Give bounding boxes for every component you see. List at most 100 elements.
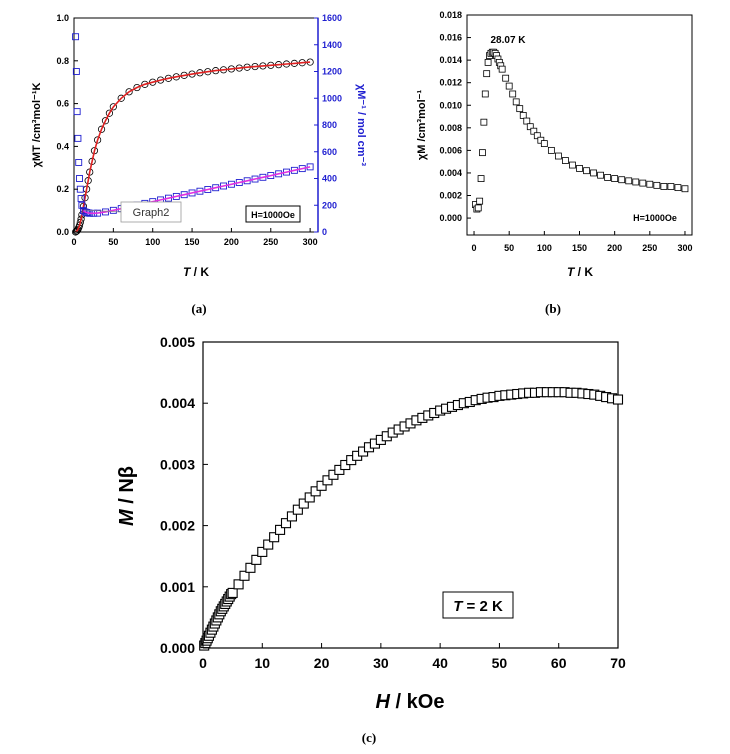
panel-a-callout: Graph2 <box>133 207 170 219</box>
panel-c-y-tick-label: 0.003 <box>160 456 195 472</box>
panel-a-chiT-point <box>109 103 117 111</box>
panel-a-chiT-point <box>125 88 133 96</box>
panel-c-y-tick-label: 0.004 <box>160 395 195 411</box>
panel-b-y-tick-label: 0.002 <box>439 191 462 201</box>
panel-c-y-tick-label: 0.001 <box>160 579 195 595</box>
panel-b-point <box>646 180 654 188</box>
panel-c-marks <box>199 387 624 651</box>
panel-b-point <box>660 183 668 190</box>
panel-a-marks <box>71 33 314 236</box>
panel-b-point <box>519 112 527 119</box>
panel-b-point <box>533 132 541 140</box>
panel-a-right-y-tick-label: 1600 <box>322 13 342 23</box>
panel-a-x-tick-label: 100 <box>145 237 160 247</box>
panel-b-point <box>562 157 569 164</box>
panel-a-invchi-fit-line <box>82 166 311 215</box>
panel-b-point <box>590 169 597 177</box>
panel-b-x-axis-title-unit: / K <box>574 265 593 279</box>
panel-b-point <box>483 70 491 78</box>
panel-b-y-ticks: 0.000 0.002 0.004 0.006 0.008 0.010 0.012 0.014… <box>439 10 471 223</box>
panel-a-chiT-point <box>97 125 106 133</box>
panel-a-left-y-tick-label: 0.6 <box>56 99 69 109</box>
panel-c-x-tick-label: 10 <box>254 655 270 671</box>
panel-a-invchi-point <box>72 68 80 75</box>
panel-c-point <box>233 579 244 590</box>
panel-b-x-tick-label: 0 <box>472 243 477 253</box>
panel-b-point <box>484 58 492 66</box>
panel-a-x-tick-label: 50 <box>108 237 118 247</box>
panel-b-point <box>526 123 534 131</box>
panel-a-right-y-ticks: 0 200 400 600 800 1000 1200 1400 1600 <box>314 13 342 237</box>
panel-b-point <box>479 149 486 157</box>
panel-b-point <box>632 178 640 186</box>
panel-b-point <box>569 161 576 169</box>
panel-a-chiT-point <box>141 80 149 88</box>
panel-c-y-tick-label: 0.000 <box>160 640 195 656</box>
panel-b-point <box>476 197 484 205</box>
panel-a-invchi-point <box>74 134 82 142</box>
panel-b-point <box>540 140 548 148</box>
panel-c-label: (c) <box>362 730 376 745</box>
panel-b-point <box>674 184 682 192</box>
panel-a-left-y-tick-label: 1.0 <box>56 13 69 23</box>
panel-b-x-tick-label: 150 <box>572 243 587 253</box>
panel-b-point <box>481 90 489 98</box>
panel-b-point <box>583 167 590 175</box>
panel-c-point <box>322 475 333 486</box>
panel-b-y-axis-title: χM /cm³mol⁻¹ <box>416 90 428 161</box>
panel-a-x-tick-label: 300 <box>303 237 318 247</box>
panel-b-y-tick-label: 0.016 <box>439 33 462 43</box>
panel-a-invchi-point <box>76 185 84 193</box>
panel-a-right-y-tick-label: 0 <box>322 227 327 237</box>
panel-b-point <box>597 171 604 179</box>
panel-b-point <box>576 165 583 172</box>
panel-b-x-tick-label: 300 <box>677 243 692 253</box>
panel-c-y-axis-title-var: M <box>116 508 138 526</box>
panel-b-x-tick-label: 50 <box>504 243 514 253</box>
panel-a-left-y-ticks: 0.0 0.2 0.4 0.6 0.8 1.0 <box>56 13 78 237</box>
panel-a-invchi-point <box>77 195 85 203</box>
panel-a-annotation-box <box>245 205 301 223</box>
panel-b-point <box>498 65 506 73</box>
panel-c-x-ticks: 0 10 20 30 40 50 60 70 <box>199 643 626 671</box>
panel-c-x-tick-label: 20 <box>314 655 330 671</box>
panel-b-point <box>523 117 531 125</box>
panel-a-chiT-point <box>72 227 80 235</box>
panel-c-x-axis-title-var: H <box>376 691 391 713</box>
panel-a-chart: 0 50 100 150 200 250 300 0.0 0.2 0.4 0.6 0.8 1.0 0 2… <box>31 13 367 279</box>
panel-c-y-tick-label: 0.005 <box>160 334 195 350</box>
panel-c-legend-value: = 2 K <box>462 598 503 615</box>
panel-a-invchi-point <box>75 158 83 166</box>
panel-a-x-tick-label: 200 <box>224 237 239 247</box>
panel-c-x-axis-title: H / kOe <box>376 691 445 713</box>
panel-b-y-tick-label: 0.012 <box>439 78 462 88</box>
panel-b-point <box>653 181 661 189</box>
panel-a-left-y-tick-label: 0.2 <box>56 184 69 194</box>
panel-b-point <box>611 175 619 182</box>
panel-a-invchi-point <box>76 175 83 182</box>
panel-b-point <box>512 98 520 106</box>
panel-b-point <box>480 118 488 126</box>
panel-b-point <box>505 82 513 90</box>
panel-b-x-axis-title-var: T <box>567 265 576 279</box>
panel-b-y-tick-label: 0.004 <box>439 168 462 178</box>
panel-b-y-tick-label: 0.008 <box>439 123 462 133</box>
panel-a-left-y-tick-label: 0.0 <box>56 227 69 237</box>
panel-a-right-y-tick-label: 1200 <box>322 67 342 77</box>
panel-c-chart: 0 10 20 30 40 50 60 70 0.0000.0010.0020.0030.00… <box>116 334 626 713</box>
panel-b-point <box>625 177 633 185</box>
panel-a-invchi-point <box>72 33 80 41</box>
panel-b-point <box>547 146 555 154</box>
panel-a-x-axis-title-unit: / K <box>190 265 209 279</box>
panel-b-point <box>667 183 675 190</box>
panel-c-point <box>286 511 297 522</box>
panel-c-legend: T = 2 K <box>453 598 503 615</box>
panel-a-x-ticks: 0 50 100 150 200 250 300 <box>71 228 318 247</box>
panel-b-x-ticks: 0 50 100 150 200 250 300 <box>472 231 692 253</box>
panel-a-chiT-point <box>117 94 125 102</box>
panel-b-y-tick-label: 0.014 <box>439 55 462 65</box>
panel-b-point <box>604 174 612 181</box>
panel-a-right-y-tick-label: 600 <box>322 147 337 157</box>
panel-c-legend-box <box>442 591 514 619</box>
panel-c-x-tick-label: 0 <box>199 655 207 671</box>
